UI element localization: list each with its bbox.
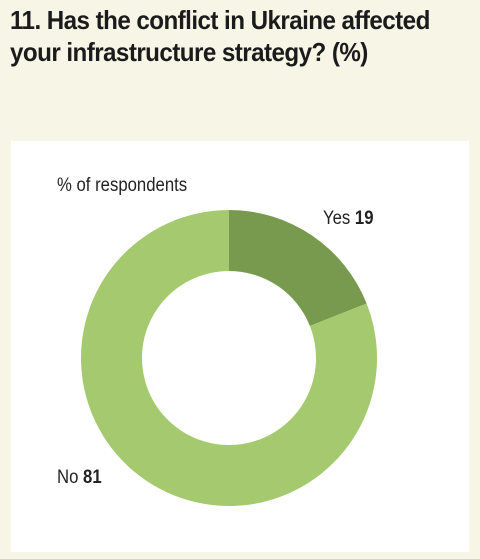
slice-label-yes-value: 19 [354,208,374,229]
pie-slice-yes [229,210,367,326]
slice-label-no-name: No [57,467,79,488]
chart-header: 11. Has the conflict in Ukraine affected… [10,4,470,68]
slice-label-no: No 81 [57,466,102,490]
slice-label-yes-name: Yes [323,208,351,229]
slice-label-yes: Yes 19 [323,207,374,231]
pie-slice-no [80,210,377,506]
slice-label-no-value: 81 [83,467,102,488]
chart-subtitle: % of respondents [57,175,188,196]
chart-title: 11. Has the conflict in Ukraine affected… [10,5,430,67]
